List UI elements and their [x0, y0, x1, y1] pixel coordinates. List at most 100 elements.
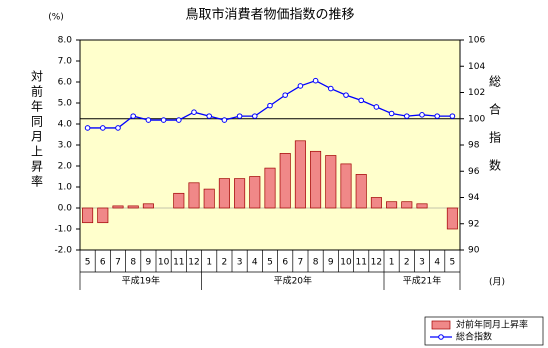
y2-tick-label: 96	[468, 167, 480, 177]
line-marker	[297, 83, 304, 89]
line-marker	[404, 113, 410, 119]
bar	[82, 207, 94, 224]
x-tick-label: 10	[340, 258, 352, 268]
line-marker	[84, 125, 91, 131]
y-tick-label: 3.0	[58, 141, 73, 151]
bar	[294, 140, 306, 209]
line-marker	[388, 110, 395, 117]
line-marker	[100, 125, 106, 131]
line-marker	[312, 77, 319, 84]
y2-tick-label: 98	[468, 141, 480, 151]
line-marker	[373, 104, 380, 110]
y-tick-label: 7.0	[58, 57, 73, 67]
x-group-label: 平成19年	[122, 275, 160, 287]
line-marker	[191, 109, 197, 115]
x-group-label: 平成20年	[274, 275, 312, 287]
y-tick-label: 8.0	[58, 36, 73, 46]
y-tick-label: 2.0	[58, 162, 73, 172]
y-tick-label: 4.0	[58, 120, 73, 130]
y-axis-title: 対前年同月上昇率	[30, 70, 44, 190]
line-marker	[328, 85, 334, 92]
x-tick-label: 5	[267, 258, 273, 268]
y2-tick-label: 100	[468, 114, 485, 124]
bar	[234, 178, 246, 209]
line-marker	[221, 117, 228, 123]
y-tick-label: 6.0	[58, 78, 73, 88]
line-marker	[267, 102, 273, 109]
y-tick-label: -1.0	[54, 225, 72, 235]
x-tick-label: 11	[173, 258, 184, 268]
line-marker	[115, 125, 121, 131]
y-tick-label: 5.0	[58, 99, 73, 109]
bar	[325, 155, 337, 209]
x-tick-label: 5	[450, 258, 456, 268]
x-tick-label: 2	[222, 258, 228, 268]
line-marker	[176, 117, 182, 123]
legend-marker	[438, 334, 444, 340]
line-marker	[130, 113, 136, 119]
x-tick-label: 8	[130, 258, 136, 268]
y2-tick-label: 92	[468, 219, 479, 229]
x-tick-label: 4	[434, 258, 440, 268]
x-tick-label: 7	[115, 258, 121, 268]
bar	[279, 153, 291, 209]
line-marker	[160, 117, 167, 123]
x-unit: (月)	[489, 277, 505, 288]
x-tick-label: 10	[158, 258, 170, 268]
x-tick-label: 4	[252, 258, 258, 268]
x-tick-label: 6	[282, 258, 288, 268]
bar	[401, 201, 413, 209]
legend-label: 対前年同月上昇率	[456, 319, 528, 331]
y2-tick-label: 106	[468, 36, 485, 46]
line-marker	[252, 113, 258, 119]
x-tick-label: 9	[146, 258, 152, 268]
bar	[340, 163, 352, 209]
bar	[97, 207, 109, 224]
bar	[173, 192, 185, 209]
bar	[416, 203, 428, 209]
bar	[249, 176, 261, 209]
x-tick-label: 8	[313, 258, 319, 268]
bar	[386, 201, 398, 209]
y-unit: (%)	[48, 13, 64, 23]
x-tick-label: 12	[371, 258, 382, 268]
bar	[127, 205, 139, 209]
y2-axis-title: 総合指数	[488, 75, 502, 187]
x-tick-label: 3	[419, 258, 425, 268]
line-marker	[282, 92, 289, 98]
x-tick-label: 12	[188, 258, 199, 268]
y2-tick-label: 90	[468, 246, 480, 256]
line-marker	[419, 112, 425, 118]
bar	[218, 178, 230, 209]
legend-label: 総合指数	[456, 331, 492, 343]
y-tick-label: 0.0	[58, 204, 73, 214]
x-tick-label: 1	[206, 258, 212, 268]
y-tick-label: 1.0	[58, 183, 73, 193]
line-marker	[434, 113, 441, 119]
legend-swatch	[431, 320, 451, 330]
bar	[355, 174, 367, 209]
bar	[142, 203, 154, 209]
x-tick-label: 2	[404, 258, 410, 268]
bar	[188, 182, 200, 209]
chart-title: 鳥取市消費者物価指数の推移	[185, 7, 354, 23]
bar	[264, 167, 276, 209]
y-tick-label: -2.0	[54, 246, 72, 256]
x-tick-label: 1	[389, 258, 395, 268]
y2-tick-label: 104	[468, 62, 485, 72]
plot-background	[79, 39, 461, 251]
bar	[446, 207, 458, 230]
line-marker	[343, 92, 349, 98]
bar	[112, 205, 124, 209]
x-group-label: 平成21年	[403, 275, 441, 287]
x-tick-label: 3	[237, 258, 243, 268]
line-marker	[236, 113, 243, 119]
x-tick-label: 11	[355, 258, 366, 268]
line-marker	[206, 113, 212, 119]
x-tick-label: 5	[85, 258, 91, 268]
line-marker	[449, 113, 456, 119]
y2-tick-label: 94	[468, 193, 480, 203]
y2-tick-label: 102	[468, 88, 485, 98]
bar	[310, 150, 322, 209]
